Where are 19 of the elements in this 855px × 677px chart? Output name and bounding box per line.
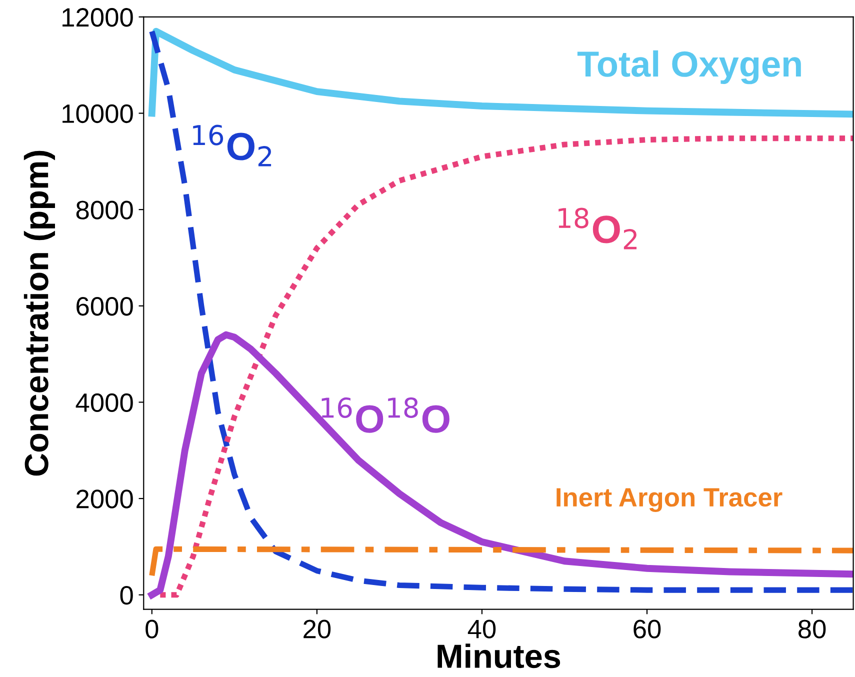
x-tick-label: 80 [798,620,826,638]
x-tick-label: 40 [468,620,496,638]
x-tick-label: 20 [304,620,331,638]
series-label: Inert Argon Tracer [556,488,782,512]
y-axis-title: Concentration (ppm) [24,150,55,476]
y-tick-label: 4000 [76,393,133,412]
y-tick-label: 0 [120,586,133,605]
series-label: Total Oxygen [577,50,801,84]
series-label: $^{18}$O$_{2}$ [558,208,637,250]
y-tick-label: 10000 [62,104,133,124]
series-label: $^{16}$O$^{18}$O [322,397,450,433]
y-tick-label: 12000 [62,8,133,27]
x-axis-title: Minutes [438,644,560,668]
x-tick-label: 60 [634,620,661,638]
y-tick-label: 6000 [76,297,133,316]
y-tick-label: 8000 [76,200,133,220]
y-tick-label: 2000 [76,490,133,508]
x-tick-label: 0 [146,620,158,638]
series-label: $^{16}$O$_{2}$ [193,124,272,166]
